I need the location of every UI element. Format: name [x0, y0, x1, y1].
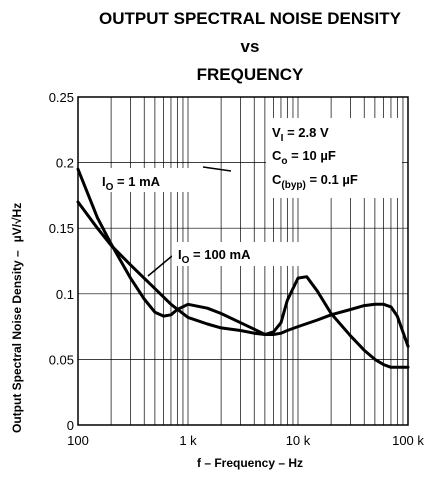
y-tick-label: 0.1 [56, 287, 74, 302]
series-line-100ma [76, 200, 410, 348]
y-tick-label: 0.15 [49, 221, 74, 236]
series-label-1ma: IO = 1 mA [102, 174, 161, 193]
y-tick-label: 0.2 [56, 156, 74, 171]
y-axis-label: Output Spectral Noise Density – µV/√Hz [10, 203, 24, 433]
chart-title-line-1: OUTPUT SPECTRAL NOISE DENSITY [99, 9, 402, 28]
conditions-box [266, 118, 402, 198]
callout-line-1ma [202, 166, 232, 172]
x-tick-label: 100 k [392, 433, 424, 448]
x-tick-label: 1 k [179, 433, 197, 448]
series-label-100ma: IO = 100 mA [178, 247, 251, 266]
x-axis-label: f – Frequency – Hz [197, 456, 303, 470]
tick-layer: 100 1 k 10 k 100 k 0 0.05 0.1 0.15 0.2 0.25 [49, 90, 425, 448]
chart-title-line-3: FREQUENCY [197, 65, 304, 84]
y-axis-label-text: Output Spectral Noise Density – [10, 250, 24, 433]
condition-cbyp: C(byp) = 0.1 µF [272, 172, 358, 191]
y-tick-label: 0 [67, 418, 74, 433]
x-tick-label: 10 k [286, 433, 311, 448]
label-box-1ma [96, 168, 206, 192]
chart-title-line-2: vs [241, 37, 260, 56]
y-tick-label: 0.05 [49, 352, 74, 367]
series-line-1ma [76, 167, 410, 369]
label-box-100ma [172, 242, 302, 266]
y-axis-label-unit: µV/√Hz [10, 203, 24, 243]
x-tick-label: 100 [67, 433, 89, 448]
y-tick-label: 0.25 [49, 90, 74, 105]
condition-vi: VI = 2.8 V [272, 125, 329, 144]
plot-frame [77, 96, 409, 426]
condition-co: Co = 10 µF [272, 148, 336, 167]
series-layer [76, 167, 410, 369]
callout-line-100ma [147, 255, 173, 277]
